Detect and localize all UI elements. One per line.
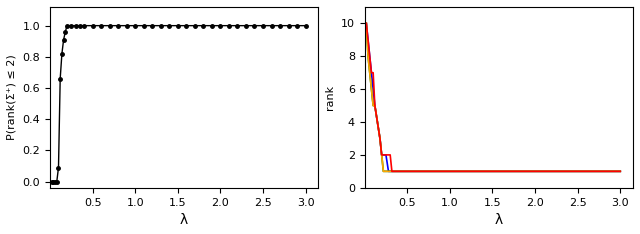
Y-axis label: rank: rank xyxy=(325,85,335,110)
X-axis label: λ: λ xyxy=(180,213,188,227)
Y-axis label: P(rank(Σ⁺) ≤ 2): P(rank(Σ⁺) ≤ 2) xyxy=(7,55,17,140)
X-axis label: λ: λ xyxy=(495,213,503,227)
